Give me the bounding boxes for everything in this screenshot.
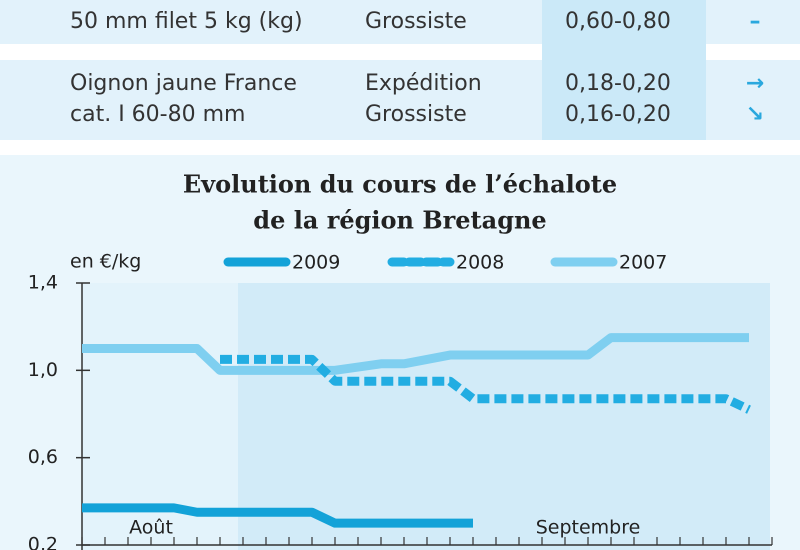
y-tick-label: 1,0 bbox=[28, 359, 58, 381]
table-cell: – bbox=[750, 9, 761, 34]
chart-title: Evolution du cours de l’échalote bbox=[183, 170, 617, 199]
chart-title: de la région Bretagne bbox=[253, 206, 546, 235]
table-cell: → bbox=[746, 71, 764, 96]
legend-label: 2007 bbox=[619, 252, 667, 274]
series-line bbox=[220, 354, 751, 414]
y-tick-label: 0,6 bbox=[28, 446, 58, 468]
legend-label: 2009 bbox=[292, 252, 340, 274]
series-line bbox=[82, 333, 749, 375]
table-cell: Grossiste bbox=[365, 102, 467, 127]
table-cell: Expédition bbox=[365, 71, 482, 96]
legend-label: 2008 bbox=[456, 252, 504, 274]
table-cell: Oignon jaune France bbox=[70, 71, 297, 96]
table-cell: 50 mm filet 5 kg (kg) bbox=[70, 9, 303, 34]
table-cell: 0,18-0,20 bbox=[565, 71, 671, 96]
table-cell: cat. I 60-80 mm bbox=[70, 102, 245, 127]
plot-bg bbox=[238, 283, 770, 550]
series-line bbox=[82, 503, 473, 528]
table-cell: 0,60-0,80 bbox=[565, 9, 671, 34]
price-column-bg bbox=[542, 0, 706, 140]
month-label: Septembre bbox=[536, 517, 641, 539]
y-tick-label: 1,4 bbox=[28, 272, 58, 294]
month-label: Août bbox=[129, 517, 173, 539]
table-cell: 0,16-0,20 bbox=[565, 102, 671, 127]
table-cell: Grossiste bbox=[365, 9, 467, 34]
y-axis-label: en €/kg bbox=[70, 251, 141, 273]
y-tick-label: 0,2 bbox=[28, 534, 58, 550]
table-cell: ↘ bbox=[746, 102, 764, 127]
